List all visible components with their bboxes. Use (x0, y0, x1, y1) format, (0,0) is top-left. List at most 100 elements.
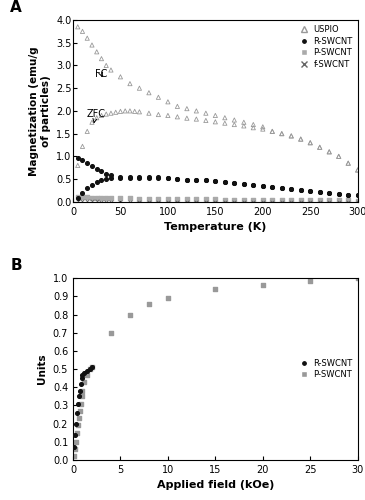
Point (118, 194, 123, 202)
Point (193, 195, 199, 203)
Point (269, 128, 275, 136)
Point (73, 420, 79, 428)
Point (165, 198, 171, 206)
Point (108, 109, 114, 117)
Point (193, 198, 199, 206)
Point (174, 195, 180, 203)
Point (103, 175, 109, 183)
Point (89, 118, 95, 126)
Point (193, 107, 199, 115)
Point (155, 94, 161, 102)
Point (355, 197, 361, 205)
Point (279, 130, 285, 138)
Point (260, 125, 266, 133)
Point (118, 73, 123, 81)
Point (317, 188, 323, 196)
Point (80, 156, 85, 164)
Point (94, 194, 100, 202)
Point (184, 198, 190, 206)
Point (174, 175, 180, 183)
Point (118, 108, 123, 116)
Point (288, 132, 294, 140)
Point (80, 188, 85, 196)
Point (155, 110, 161, 118)
Point (307, 187, 313, 195)
Point (317, 144, 323, 152)
Point (241, 196, 247, 203)
Point (78, 374, 84, 382)
Point (222, 178, 228, 186)
Point (203, 195, 209, 203)
X-axis label: Applied field (kOe): Applied field (kOe) (157, 480, 274, 490)
Point (222, 119, 228, 127)
Point (288, 132, 294, 140)
Point (118, 174, 123, 182)
Point (94, 198, 100, 205)
X-axis label: Temperature (K): Temperature (K) (164, 222, 266, 232)
Point (99, 176, 104, 184)
Point (193, 176, 199, 184)
Point (260, 198, 266, 206)
Point (84, 184, 90, 192)
Point (184, 176, 190, 184)
Point (155, 198, 161, 206)
Point (174, 198, 180, 206)
Point (99, 194, 104, 202)
Point (212, 195, 218, 203)
Point (118, 174, 123, 182)
Point (137, 174, 142, 182)
Point (345, 190, 351, 198)
Point (108, 328, 114, 336)
Point (155, 174, 161, 182)
Point (84, 370, 90, 378)
Point (174, 113, 180, 121)
Point (222, 196, 228, 203)
Point (298, 198, 304, 206)
Point (345, 196, 351, 204)
Point (326, 198, 332, 206)
Point (89, 364, 95, 372)
Point (80, 142, 85, 150)
Point (298, 196, 304, 204)
Point (94, 165, 100, 173)
Legend: USPIO, R-SWCNT, P-SWCNT, f-SWCNT: USPIO, R-SWCNT, P-SWCNT, f-SWCNT (296, 22, 356, 72)
Point (84, 128, 90, 136)
Point (231, 178, 237, 186)
Point (336, 152, 342, 160)
Point (355, 192, 361, 200)
Point (307, 138, 313, 146)
Point (269, 196, 275, 203)
Point (103, 170, 109, 177)
Point (336, 190, 342, 198)
Point (184, 195, 190, 203)
Point (165, 98, 171, 106)
Point (203, 109, 209, 117)
Legend: R-SWCNT, P-SWCNT: R-SWCNT, P-SWCNT (296, 356, 356, 382)
Point (87, 365, 93, 373)
Point (355, 192, 361, 200)
Point (307, 198, 313, 206)
Point (279, 198, 285, 206)
Point (80, 194, 85, 202)
Point (103, 62, 109, 70)
Point (345, 159, 351, 167)
Point (212, 198, 218, 206)
Point (317, 196, 323, 204)
Point (94, 178, 100, 186)
Point (269, 183, 275, 191)
Point (241, 180, 247, 188)
Point (155, 174, 161, 182)
Point (231, 178, 237, 186)
Point (146, 88, 152, 96)
Point (336, 152, 342, 160)
Text: ZFC: ZFC (86, 109, 105, 122)
Point (317, 198, 323, 206)
Point (288, 196, 294, 204)
Point (174, 102, 180, 110)
Point (203, 116, 209, 124)
Point (165, 294, 171, 302)
Point (84, 159, 90, 167)
Point (77, 387, 82, 395)
Point (203, 198, 209, 206)
Point (94, 114, 100, 122)
